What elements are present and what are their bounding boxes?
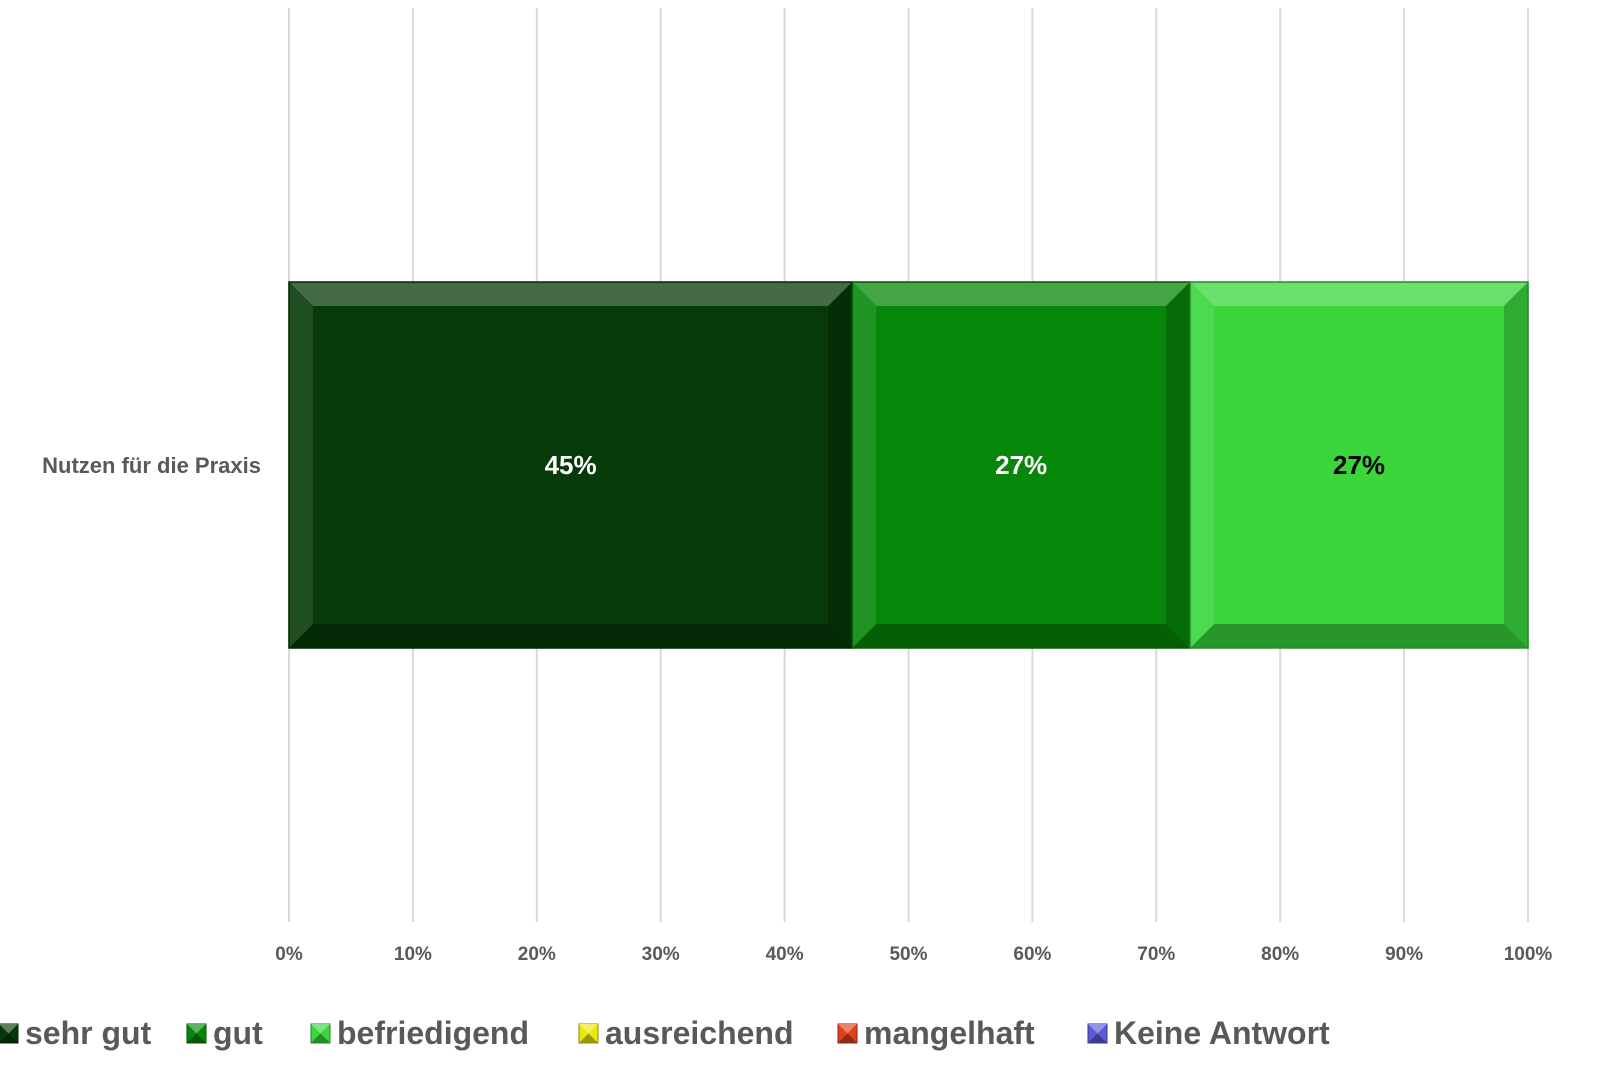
- bar-outline: [1189, 281, 1529, 649]
- legend-swatch-bevel: [1088, 1033, 1107, 1043]
- bar-bevel-bottom: [1190, 624, 1528, 648]
- bar-segment: 27%: [1189, 281, 1529, 649]
- bar-bevel-top: [852, 282, 1191, 306]
- legend-item: mangelhaft: [837, 1015, 1035, 1051]
- legend-label: ausreichend: [605, 1015, 794, 1051]
- x-tick-label: 0%: [275, 944, 303, 965]
- legend-swatch-bevel: [0, 1033, 18, 1043]
- bar-segment: 27%: [851, 281, 1191, 649]
- x-tick-label: 100%: [1504, 944, 1553, 965]
- legend-swatch-bevel: [838, 1033, 857, 1043]
- x-tick-label: 90%: [1385, 944, 1423, 965]
- x-tick-label: 80%: [1261, 944, 1299, 965]
- bar-bevel-left: [289, 282, 313, 648]
- legend-item: Keine Antwort: [1087, 1015, 1330, 1051]
- data-label: 27%: [1333, 450, 1385, 480]
- legend-swatch-bevel: [311, 1024, 330, 1034]
- bar-bevel-bottom: [289, 624, 853, 648]
- legend-item: gut: [186, 1015, 263, 1051]
- bar-bevel-left: [852, 282, 877, 648]
- legend-item: sehr gut: [0, 1015, 152, 1051]
- legend-swatch-bevel: [187, 1024, 206, 1034]
- legend-label: sehr gut: [25, 1015, 152, 1051]
- legend: sehr gut gut befriedigend ausreichend mangel…: [0, 1015, 1330, 1051]
- legend-label: mangelhaft: [864, 1015, 1035, 1051]
- x-tick-label: 50%: [889, 944, 927, 965]
- bar-bevel-right: [1166, 282, 1191, 648]
- x-tick-label: 60%: [1013, 944, 1051, 965]
- x-tick-label: 40%: [766, 944, 804, 965]
- x-tick-label: 10%: [394, 944, 432, 965]
- bar-bevel-top: [1190, 282, 1528, 306]
- legend-swatch-bevel: [579, 1024, 598, 1034]
- legend-swatch-bevel: [579, 1033, 598, 1043]
- x-axis-ticks: 0% 10% 20% 30% 40% 50% 60% 70% 80% 90% 100%: [275, 944, 1552, 965]
- data-label: 45%: [545, 450, 597, 480]
- bar-fill: [852, 282, 1191, 648]
- legend-swatch-bevel: [1088, 1024, 1107, 1034]
- y-axis-categories: Nutzen für die Praxis: [42, 453, 261, 478]
- x-tick-label: 30%: [642, 944, 680, 965]
- data-label: 27%: [995, 450, 1047, 480]
- bar-bevel-right: [828, 282, 853, 648]
- x-tick-label: 20%: [518, 944, 556, 965]
- legend-label: befriedigend: [337, 1015, 529, 1051]
- bar-bevel-top: [289, 282, 853, 306]
- bar-bevel-bottom: [852, 624, 1191, 648]
- bar-bevel-right: [1504, 282, 1528, 648]
- bar-fill: [289, 282, 853, 648]
- legend-item: ausreichend: [578, 1015, 794, 1051]
- legend-item: befriedigend: [310, 1015, 529, 1051]
- legend-label: Keine Antwort: [1114, 1015, 1330, 1051]
- bar-fill: [1190, 282, 1528, 648]
- legend-swatch-bevel: [0, 1024, 18, 1034]
- x-tick-label: 70%: [1137, 944, 1175, 965]
- bar-bevel-left: [1190, 282, 1215, 648]
- bar-segment: 45%: [288, 281, 853, 649]
- legend-swatch-bevel: [311, 1033, 330, 1043]
- legend-swatch-bevel: [187, 1033, 206, 1043]
- legend-label: gut: [213, 1015, 263, 1051]
- category-label: Nutzen für die Praxis: [42, 453, 261, 478]
- bars: 45% 27% 27%: [288, 281, 1529, 649]
- legend-swatch-bevel: [838, 1024, 857, 1034]
